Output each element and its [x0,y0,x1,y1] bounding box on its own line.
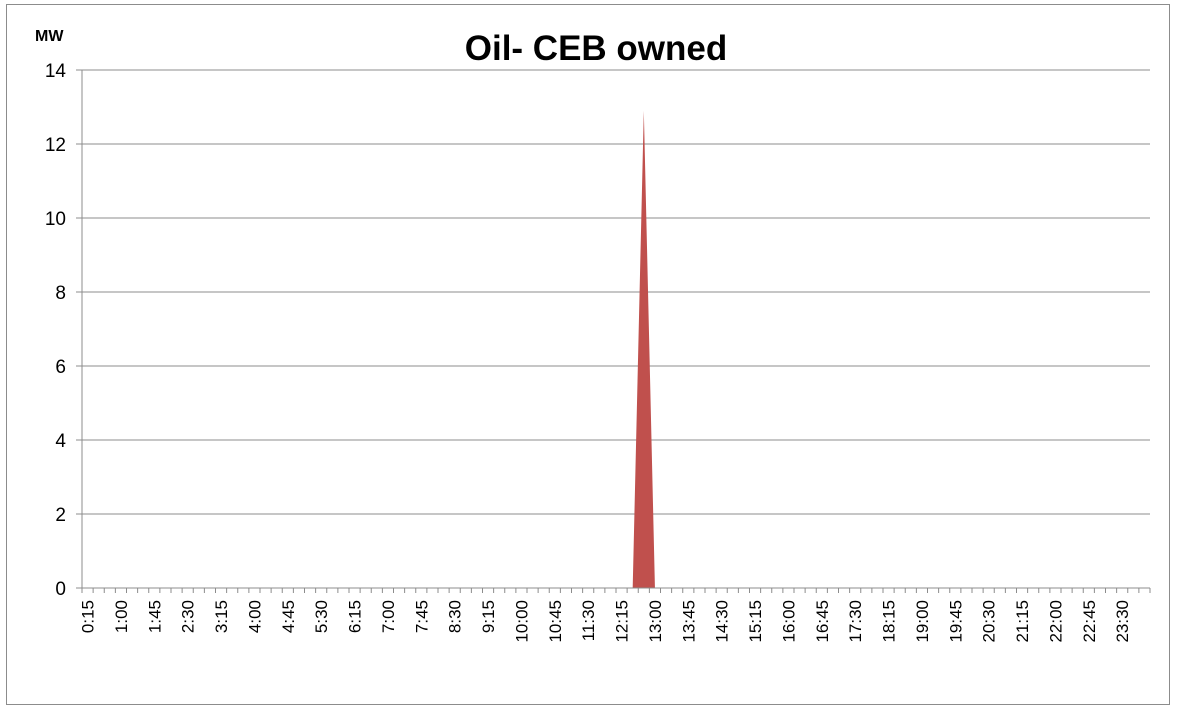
y-tick-label: 14 [45,61,67,82]
x-tick-label: 4:00 [245,600,264,633]
x-tick-label: 23:30 [1113,600,1132,643]
x-tick-label: 10:00 [512,600,531,643]
y-tick-label: 0 [55,579,66,600]
y-tick-label: 2 [55,505,66,526]
x-tick-label: 13:00 [646,600,665,643]
series-area [87,110,1145,588]
x-tick-label: 22:00 [1046,600,1065,643]
x-tick-label: 16:00 [779,600,798,643]
x-tick-label: 1:00 [112,600,131,633]
y-tick-label: 10 [45,209,66,230]
x-tick-label: 6:15 [346,600,365,633]
x-tick-label: 19:45 [946,600,965,643]
y-tick-label: 12 [45,135,66,156]
y-tick-label: 8 [55,283,66,304]
x-tick-label: 12:15 [613,600,632,643]
x-tick-label: 14:30 [713,600,732,643]
x-tick-label: 20:30 [980,600,999,643]
x-tick-label: 11:30 [579,600,598,641]
y-tick-label: 4 [55,431,66,452]
x-tick-label: 22:45 [1080,600,1099,643]
x-axis-ticks: 0:15 1:00 1:45 2:30 3:15 4:00 4:45 5:30 6:15 7:00… [79,588,1151,643]
x-tick-label: 1:45 [145,600,164,633]
gridlines [82,69,1150,515]
x-tick-label: 9:15 [479,600,498,633]
x-tick-label: 7:00 [379,600,398,633]
y-tick-label: 6 [55,357,66,378]
series-area-path [87,110,1145,588]
x-tick-label: 15:15 [746,600,765,643]
x-tick-label: 18:15 [880,600,899,643]
x-tick-label: 0:15 [79,600,98,633]
y-unit-label: MW [35,28,64,45]
x-tick-label: 8:30 [446,600,465,633]
x-tick-label: 5:30 [312,600,331,633]
axes [81,70,1150,589]
chart-title: Oil- CEB owned [465,29,728,68]
x-tick-label: 17:30 [846,600,865,643]
x-tick-label: 4:45 [279,600,298,633]
x-tick-label: 7:45 [412,600,431,633]
x-tick-label: 3:15 [212,600,231,633]
x-tick-label: 13:45 [679,600,698,643]
x-tick-label: 16:45 [813,600,832,643]
x-tick-label: 2:30 [179,600,198,633]
x-tick-label: 10:45 [546,600,565,643]
y-axis-ticks: 0 2 4 6 8 10 12 14 [45,61,82,600]
x-tick-label: 21:15 [1013,600,1032,643]
x-tick-label: 19:00 [913,600,932,643]
